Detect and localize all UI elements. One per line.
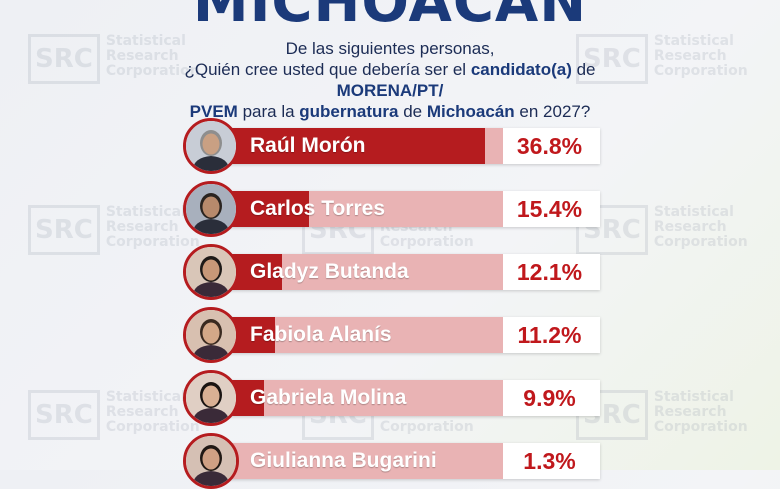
question-text: De las siguientes personas, (285, 39, 495, 58)
bar-fill (282, 254, 503, 290)
bar-chart: Raúl Morón 36.8% Carlos Torres 15.4% Gladyz … (183, 118, 603, 489)
question-text: de (571, 60, 596, 79)
percent-label: 11.2% (517, 322, 582, 348)
question-text: de (398, 102, 427, 121)
percent-label: 36.8% (516, 133, 583, 159)
percent-label: 1.3% (523, 448, 576, 474)
bar-row: Carlos Torres 15.4% (183, 181, 603, 237)
question-text: candidato(a) (470, 60, 572, 79)
candidate-avatar (183, 181, 239, 237)
candidate-avatar (183, 307, 239, 363)
question-text: MORENA/PT/ (336, 81, 444, 100)
candidate-name: Fabiola Alanís (250, 323, 392, 346)
question-text: para la (237, 102, 300, 121)
question-text: en 2027? (514, 102, 591, 121)
bar-row: Gabriela Molina 9.9% (183, 370, 603, 426)
bar-row: Raúl Morón 36.8% (183, 118, 603, 174)
question-text: gubernatura (299, 102, 399, 121)
candidate-name: Gladyz Butanda (250, 260, 409, 283)
bar-row: Giulianna Bugarini 1.3% (183, 433, 603, 489)
survey-question: De las siguientes personas, ¿Quién cree u… (150, 38, 630, 122)
page-title: MICHOACÁN (192, 0, 588, 35)
candidate-name: Gabriela Molina (250, 386, 407, 409)
candidate-avatar (183, 118, 239, 174)
candidate-avatar (183, 433, 239, 489)
question-text: PVEM (189, 102, 238, 121)
candidate-avatar (183, 370, 239, 426)
question-text: Michoacán (426, 102, 515, 121)
bar-row: Gladyz Butanda 12.1% (183, 244, 603, 300)
bar-fill (484, 128, 503, 164)
bar-value (203, 128, 485, 164)
bar-fill (309, 191, 503, 227)
percent-label: 15.4% (516, 196, 583, 222)
candidate-name: Raúl Morón (250, 134, 366, 157)
bar-row: Fabiola Alanís 11.2% (183, 307, 603, 363)
bar-fill (274, 317, 503, 353)
percent-label: 12.1% (516, 259, 583, 285)
candidate-name: Giulianna Bugarini (250, 449, 437, 472)
question-text: ¿Quién cree usted que debería ser el (184, 60, 471, 79)
candidate-avatar (183, 244, 239, 300)
percent-label: 9.9% (523, 385, 576, 411)
bar-fill (264, 380, 503, 416)
candidate-name: Carlos Torres (250, 197, 385, 220)
